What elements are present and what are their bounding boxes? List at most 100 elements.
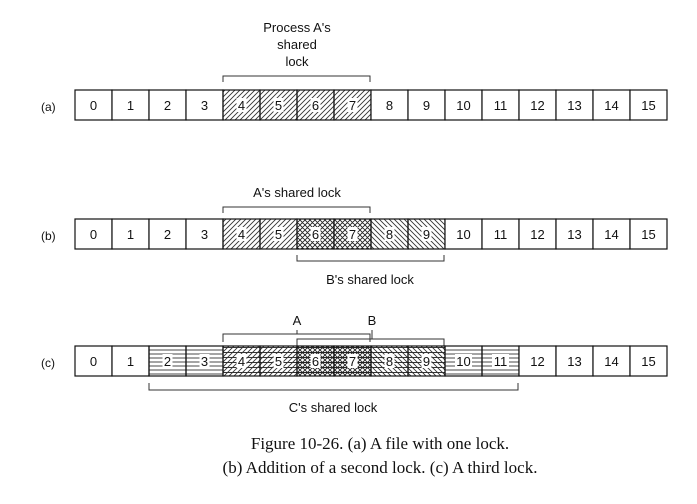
file-cell-label: 3 bbox=[201, 354, 208, 369]
file-cell-label-bg bbox=[236, 227, 247, 241]
file-cell-label: 1 bbox=[127, 98, 134, 113]
file-cell-label: 6 bbox=[312, 354, 319, 369]
file-cell: 7 bbox=[333, 89, 372, 121]
file-row-a: 0 1 2 3 4 5 6 7 8 9 10 11 12 13 14 15 bbox=[74, 89, 668, 121]
file-cell: 12 bbox=[518, 345, 557, 377]
file-cell-label: 8 bbox=[386, 227, 393, 242]
lock-bracket-a bbox=[222, 75, 371, 82]
file-cell-box bbox=[629, 218, 668, 250]
file-cell-box bbox=[481, 218, 520, 250]
file-cell: 5 bbox=[259, 345, 298, 377]
file-cell-label-bg bbox=[236, 354, 247, 368]
row-label-b: (b) bbox=[41, 229, 56, 243]
file-cell-box bbox=[592, 345, 631, 377]
lock-bracket-c bbox=[148, 383, 519, 391]
file-cell: 6 bbox=[296, 89, 335, 121]
file-cell-label: 5 bbox=[275, 98, 282, 113]
file-cell-label: 5 bbox=[275, 354, 282, 369]
file-cell-label: 9 bbox=[423, 227, 430, 242]
file-cell: 10 bbox=[444, 345, 483, 377]
b-shared-lock-label: B's shared lock bbox=[326, 272, 414, 287]
lock-a-label: A bbox=[293, 313, 302, 328]
file-cell-label: 15 bbox=[641, 227, 655, 242]
a-shared-lock-label: A's shared lock bbox=[253, 185, 341, 200]
file-cell-label-bg bbox=[347, 98, 358, 112]
file-cell-label: 0 bbox=[90, 354, 97, 369]
file-cell: 13 bbox=[555, 89, 594, 121]
file-cell-label: 4 bbox=[238, 227, 245, 242]
file-cell-label: 13 bbox=[567, 354, 581, 369]
file-cell: 3 bbox=[185, 89, 224, 121]
file-cell-label: 10 bbox=[456, 98, 470, 113]
file-cell-box bbox=[555, 345, 594, 377]
file-cell-box bbox=[629, 345, 668, 377]
file-cell: 4 bbox=[222, 345, 261, 377]
file-cell-label: 9 bbox=[423, 354, 430, 369]
file-cell: 15 bbox=[629, 345, 668, 377]
lock-b-label: B bbox=[368, 313, 377, 328]
file-cell: 5 bbox=[259, 218, 298, 250]
figure-caption-line-1: Figure 10-26. (a) A file with one lock. bbox=[251, 434, 509, 453]
file-cell-label: 7 bbox=[349, 227, 356, 242]
file-row-c: 0 1 2 3 4 5 6 7 8 9 10 11 12 13 14 15 bbox=[74, 345, 668, 377]
row-label-a: (a) bbox=[41, 100, 56, 114]
file-cell-label: 15 bbox=[641, 354, 655, 369]
file-cell-label: 13 bbox=[567, 98, 581, 113]
file-cell-label-bg bbox=[492, 354, 509, 368]
file-cell: 7 bbox=[333, 218, 372, 250]
file-cell-box bbox=[629, 89, 668, 121]
lock-bracket-b-c bbox=[296, 338, 445, 346]
file-cell-label-bg bbox=[273, 354, 284, 368]
file-cell: 14 bbox=[592, 345, 631, 377]
file-cell: 12 bbox=[518, 218, 557, 250]
file-cell: 10 bbox=[444, 89, 483, 121]
lock-bracket-b bbox=[296, 255, 445, 262]
row-label-c: (c) bbox=[41, 356, 55, 370]
file-cell-box bbox=[518, 345, 557, 377]
file-cell-label: 14 bbox=[604, 98, 618, 113]
file-cell-box bbox=[148, 218, 187, 250]
file-cell: 12 bbox=[518, 89, 557, 121]
file-cell: 2 bbox=[148, 345, 187, 377]
file-cell-label: 11 bbox=[494, 227, 508, 242]
file-cell-label: 1 bbox=[127, 227, 134, 242]
file-cell-label: 4 bbox=[238, 354, 245, 369]
file-cell: 15 bbox=[629, 218, 668, 250]
file-cell-label-bg bbox=[347, 227, 358, 241]
file-cell-label: 14 bbox=[604, 354, 618, 369]
file-cell-box bbox=[444, 89, 483, 121]
file-cell: 11 bbox=[481, 89, 520, 121]
file-cell: 14 bbox=[592, 89, 631, 121]
file-cell: 8 bbox=[370, 89, 409, 121]
file-cell: 7 bbox=[333, 345, 372, 377]
file-cell: 11 bbox=[481, 345, 520, 377]
file-cell-label-bg bbox=[421, 354, 432, 368]
file-cell: 3 bbox=[185, 218, 224, 250]
file-cell-label: 0 bbox=[90, 98, 97, 113]
file-cell: 4 bbox=[222, 218, 261, 250]
file-cell: 3 bbox=[185, 345, 224, 377]
file-cell-label: 13 bbox=[567, 227, 581, 242]
file-cell-box bbox=[518, 218, 557, 250]
file-cell: 2 bbox=[148, 89, 187, 121]
file-cell-label-bg bbox=[421, 227, 432, 241]
file-cell: 1 bbox=[111, 345, 150, 377]
file-cell-label-bg bbox=[273, 98, 284, 112]
file-cell: 11 bbox=[481, 218, 520, 250]
file-cell: 8 bbox=[370, 345, 409, 377]
file-cell-box bbox=[148, 89, 187, 121]
file-cell-box bbox=[111, 218, 150, 250]
file-cell-label: 12 bbox=[530, 354, 544, 369]
file-cell-box bbox=[592, 218, 631, 250]
file-cell: 0 bbox=[74, 345, 113, 377]
file-cell-label: 7 bbox=[349, 98, 356, 113]
file-cell: 0 bbox=[74, 218, 113, 250]
file-cell-label: 1 bbox=[127, 354, 134, 369]
file-cell-label-bg bbox=[236, 98, 247, 112]
file-cell-box bbox=[407, 89, 446, 121]
c-shared-lock-label: C's shared lock bbox=[289, 400, 378, 415]
file-cell-label: 6 bbox=[312, 227, 319, 242]
file-cell-box bbox=[111, 345, 150, 377]
file-cell: 5 bbox=[259, 89, 298, 121]
file-cell: 1 bbox=[111, 89, 150, 121]
